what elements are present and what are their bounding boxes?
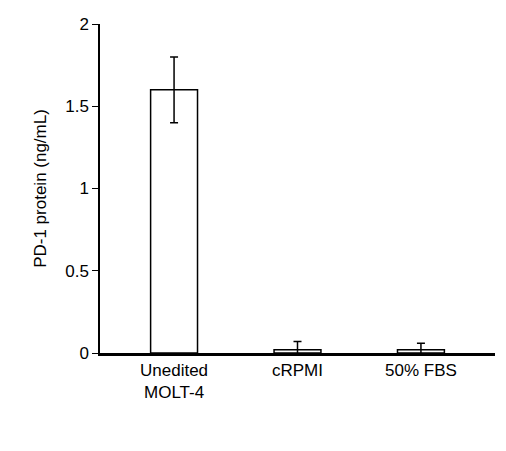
svg-text:1: 1 xyxy=(79,179,88,198)
svg-text:0.5: 0.5 xyxy=(65,262,89,281)
svg-text:2: 2 xyxy=(79,15,88,34)
svg-text:UneditedMOLT-4: UneditedMOLT-4 xyxy=(140,361,208,402)
svg-text:cRPMI: cRPMI xyxy=(272,361,323,380)
svg-text:50% FBS: 50% FBS xyxy=(385,361,457,380)
svg-text:PD-1 protein (ng/mL): PD-1 protein (ng/mL) xyxy=(31,109,50,268)
svg-text:1.5: 1.5 xyxy=(65,97,89,116)
svg-text:0: 0 xyxy=(79,344,88,363)
